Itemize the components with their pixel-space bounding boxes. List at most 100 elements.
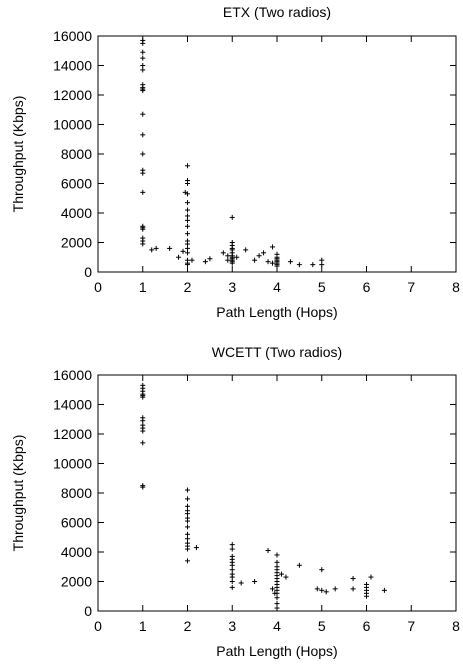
data-point: [265, 259, 271, 265]
data-point: [185, 207, 190, 213]
data-point: [229, 546, 235, 552]
data-point: [225, 257, 231, 263]
wcett-x-axis-label: Path Length (Hops): [216, 643, 337, 659]
data-point: [229, 214, 235, 220]
data-point: [140, 111, 146, 117]
wcett-y-axis-ticks: 0 2000 4000 6000 8000 10000 12000 14000 16000: [53, 367, 456, 619]
y-tick-label: 0: [84, 264, 92, 280]
wcett-data-points: [140, 382, 387, 611]
y-tick-label: 14000: [53, 397, 92, 413]
x-tick-label: 6: [363, 279, 371, 295]
y-tick-label: 12000: [53, 426, 92, 442]
data-point: [274, 605, 280, 611]
data-point: [185, 217, 190, 223]
data-point: [180, 248, 186, 254]
x-tick-label: 5: [318, 618, 326, 634]
data-point: [140, 483, 146, 489]
x-tick-label: 3: [228, 279, 236, 295]
data-point: [140, 132, 146, 138]
data-point: [140, 170, 146, 176]
data-point: [140, 88, 146, 94]
data-point: [167, 245, 173, 251]
y-tick-label: 16000: [53, 28, 92, 44]
data-point: [332, 586, 338, 592]
y-tick-label: 12000: [53, 87, 92, 103]
y-tick-label: 10000: [53, 456, 92, 472]
data-point: [140, 40, 146, 46]
data-point: [185, 200, 190, 206]
y-tick-label: 2000: [61, 235, 92, 251]
data-point: [185, 536, 190, 542]
data-point: [140, 226, 146, 232]
x-tick-label: 4: [273, 618, 281, 634]
data-point: [140, 67, 146, 73]
etx-chart: ETX (Two radios) 0 1 2 3 4 5 6 7 8 0 2000 4000 6000…: [10, 4, 460, 320]
y-tick-label: 6000: [61, 176, 92, 192]
data-point: [296, 262, 302, 268]
y-tick-label: 16000: [53, 367, 92, 383]
data-point: [274, 590, 280, 596]
data-point: [256, 253, 262, 259]
data-point: [140, 418, 146, 424]
data-point: [140, 55, 146, 61]
y-tick-label: 10000: [53, 117, 92, 133]
data-point: [381, 587, 387, 593]
etx-data-points: [140, 37, 325, 269]
wcett-y-axis-label: Throughput (Kbps): [10, 435, 26, 552]
data-point: [185, 231, 190, 237]
data-point: [185, 531, 190, 537]
data-point: [323, 589, 329, 595]
wcett-x-axis-ticks: 0 1 2 3 4 5 6 7 8: [94, 375, 460, 634]
data-point: [189, 257, 195, 263]
data-point: [176, 254, 182, 260]
data-point: [350, 576, 356, 582]
data-point: [274, 601, 280, 607]
data-point: [185, 546, 190, 552]
y-tick-label: 8000: [61, 146, 92, 162]
y-tick-label: 8000: [61, 485, 92, 501]
x-tick-label: 6: [363, 618, 371, 634]
x-tick-label: 1: [139, 279, 147, 295]
data-point: [270, 244, 276, 250]
data-point: [350, 586, 356, 592]
data-point: [238, 580, 244, 586]
data-point: [185, 213, 190, 219]
data-point: [261, 250, 267, 256]
wcett-chart-title: WCETT (Two radios): [212, 344, 342, 360]
data-point: [185, 191, 190, 197]
data-point: [140, 428, 146, 434]
data-point: [140, 151, 146, 157]
data-point: [140, 49, 146, 55]
data-point: [185, 524, 190, 530]
data-point: [207, 256, 213, 262]
data-point: [274, 263, 280, 269]
data-point: [252, 579, 258, 584]
data-point: [185, 487, 190, 493]
data-point: [319, 587, 325, 593]
data-point: [140, 440, 146, 446]
data-point: [185, 518, 190, 524]
data-point: [234, 254, 240, 260]
data-point: [368, 574, 374, 580]
data-point: [319, 257, 325, 263]
etx-x-axis-label: Path Length (Hops): [216, 304, 337, 320]
data-point: [185, 181, 190, 186]
data-point: [185, 511, 190, 517]
data-point: [314, 586, 320, 592]
data-point: [202, 259, 208, 265]
data-point: [229, 574, 235, 580]
data-point: [225, 253, 231, 259]
x-tick-label: 5: [318, 279, 326, 295]
data-point: [149, 247, 155, 253]
etx-y-axis-label: Throughput (Kbps): [10, 96, 26, 213]
x-tick-label: 8: [452, 618, 460, 634]
data-point: [270, 586, 276, 592]
x-tick-label: 0: [94, 279, 102, 295]
x-tick-label: 1: [139, 618, 147, 634]
data-point: [274, 552, 280, 558]
data-point: [319, 567, 325, 573]
data-point: [140, 394, 146, 400]
data-point: [153, 245, 159, 251]
data-point: [229, 260, 235, 266]
